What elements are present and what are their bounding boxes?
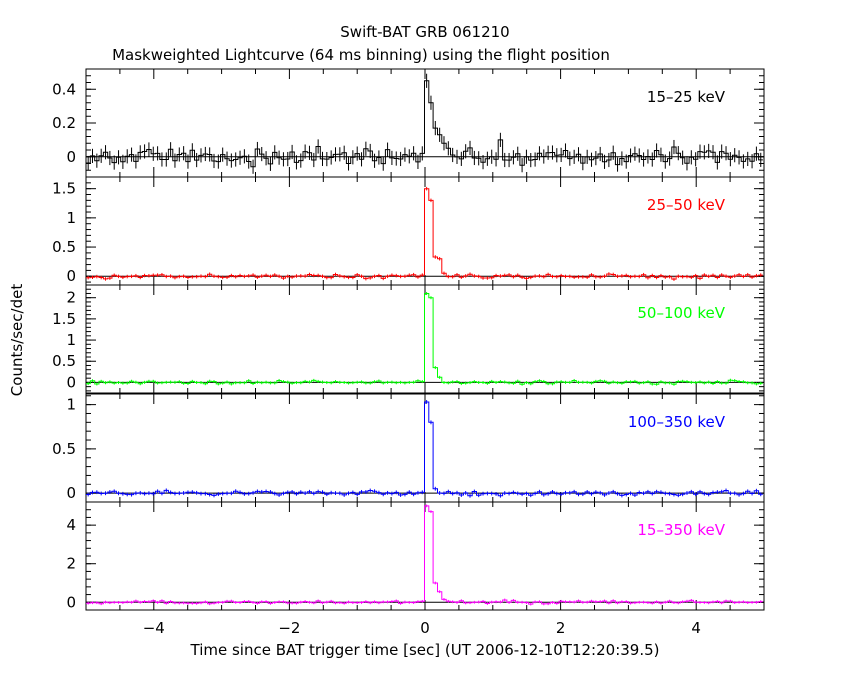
y-tick-label: 0: [66, 373, 76, 391]
panel-5: 0 2 4 15–350 keV: [66, 501, 765, 611]
y-tick-label: 0.2: [52, 114, 76, 132]
lightcurve-line: [86, 293, 763, 385]
panel-1: 0 0.2 0.4 15–25 keV: [52, 68, 765, 178]
band-label: 15–25 keV: [647, 88, 726, 106]
lightcurve-line: [86, 401, 763, 497]
band-label: 15–350 keV: [637, 521, 725, 539]
chart-subtitle: Maskweighted Lightcurve (64 ms binning) …: [112, 46, 610, 64]
y-tick-label: 2: [66, 289, 76, 307]
panel-2: 0 0.5 1 1.5 25–50 keV: [52, 176, 765, 286]
panel-3: 0 0.5 1 1.5 2 50–100 keV: [52, 284, 765, 394]
y-tick-label: 1.5: [52, 310, 76, 328]
x-tick-label: −2: [278, 619, 300, 637]
y-tick-label: 0: [66, 148, 76, 166]
y-tick-label: 1: [66, 396, 76, 414]
x-tick-label: 0: [420, 619, 430, 637]
y-axis-label: Counts/sec/det: [8, 284, 26, 397]
y-tick-label: 0.4: [52, 80, 76, 98]
chart-title: Swift-BAT GRB 061210: [340, 23, 509, 41]
y-tick-label: 0.5: [52, 238, 76, 256]
y-tick-label: 0.5: [52, 440, 76, 458]
band-label: 50–100 keV: [637, 304, 725, 322]
y-tick-label: 0: [66, 593, 76, 611]
y-tick-label: 4: [66, 516, 76, 534]
lightcurve-line: [86, 188, 763, 280]
band-label: 100–350 keV: [628, 413, 726, 431]
y-tick-label: 2: [66, 555, 76, 573]
band-label: 25–50 keV: [647, 196, 726, 214]
x-tick-label: −4: [143, 619, 165, 637]
y-tick-label: 0.5: [52, 352, 76, 370]
x-axis-label: Time since BAT trigger time [sec] (UT 20…: [190, 641, 660, 659]
panels-group: 0 0.2 0.4 15–25 keV 0 0.5 1 1.5 25–50 keV 0 0.5 1 1.…: [52, 68, 765, 637]
panel-4: 0 0.5 1 100–350 keV: [52, 393, 765, 503]
lightcurve-line: [86, 80, 763, 168]
y-tick-label: 1: [66, 209, 76, 227]
y-tick-label: 1: [66, 331, 76, 349]
x-tick-label: 2: [556, 619, 566, 637]
y-tick-label: 0: [66, 267, 76, 285]
x-tick-label: 4: [691, 619, 701, 637]
y-tick-label: 1.5: [52, 180, 76, 198]
y-tick-label: 0: [66, 484, 76, 502]
lightcurve-line: [86, 505, 763, 605]
